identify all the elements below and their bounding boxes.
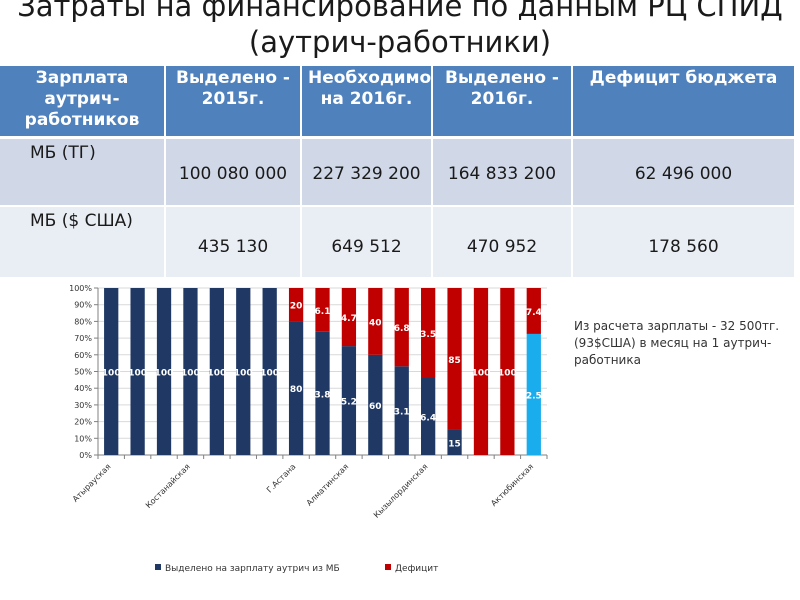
bar-deficit: [288, 288, 304, 322]
column-header: Выделено - 2016г.: [432, 66, 573, 139]
data-label-allocated: 15: [448, 439, 461, 449]
x-category-label: Костанайская: [144, 462, 192, 510]
x-category-label: Г.Астана: [265, 462, 298, 495]
x-category-label: Актюбинская: [489, 462, 535, 508]
title-line-1: Затраты на финансирование по данным РЦ С…: [17, 0, 783, 23]
data-label-allocated: 6.4: [420, 413, 436, 423]
bar-allocated: [341, 346, 357, 455]
table-header-row: Зарплата аутрич-работников Выделено - 20…: [0, 66, 796, 139]
bar-allocated: [288, 321, 304, 455]
data-label-allocated: 100: [128, 369, 147, 379]
table-cell: 62 496 000: [572, 137, 796, 207]
data-label-deficit: 20: [290, 302, 303, 312]
bar-allocated: [104, 288, 119, 455]
bar-allocated: [368, 354, 383, 455]
y-tick-label: 0%: [79, 451, 92, 460]
data-label-allocated: 100: [260, 369, 279, 379]
data-label-allocated: 100: [102, 369, 121, 379]
data-label-allocated: 100: [155, 369, 174, 379]
data-label-allocated: 100: [234, 369, 253, 379]
y-tick-label: 50%: [74, 368, 92, 377]
row-label: МБ (ТГ): [0, 137, 166, 207]
bar-allocated: [421, 377, 436, 455]
bar-allocated: [209, 288, 224, 455]
data-label-deficit: 85: [448, 356, 461, 366]
data-label-allocated: 3.1: [394, 408, 410, 418]
data-label-deficit: 6.1: [315, 307, 331, 317]
stacked-bar-chart: 0% 10% 20% 30% 40% 50% 60% 70% 80% 90% 100% 100 100 1…: [69, 284, 548, 574]
y-tick-label: 60%: [74, 351, 92, 360]
table-cell: 649 512: [301, 206, 433, 279]
legend-label-allocated: Выделено на зарплату аутрич из МБ: [165, 564, 340, 574]
data-label-deficit: 100: [498, 369, 517, 379]
data-label-deficit: 4.7: [341, 314, 357, 324]
legend-swatch-deficit: [385, 564, 391, 570]
data-label-allocated: 2.5: [526, 391, 542, 401]
bar-allocated: [156, 288, 172, 455]
legend-label-deficit: Дефицит: [395, 564, 438, 574]
x-category-label: Атырауская: [71, 462, 113, 504]
bar-deficit: [394, 288, 409, 367]
bar-allocated: [183, 288, 198, 455]
table-cell: 100 080 000: [165, 137, 302, 207]
bar-allocated: [394, 366, 409, 455]
data-label-deficit: 40: [369, 318, 382, 328]
column-header: Дефицит бюджета: [572, 66, 796, 139]
data-label-allocated: 100: [207, 369, 226, 379]
data-label-deficit: 7.4: [526, 308, 542, 318]
y-tick-label: 90%: [74, 301, 92, 310]
y-tick-label: 40%: [74, 384, 92, 393]
table-cell: 227 329 200: [301, 137, 433, 207]
bar-allocated: [315, 331, 330, 455]
page-title: Затраты на финансирование по данным РЦ С…: [0, 0, 800, 60]
bar-deficit: [315, 288, 330, 332]
data-label-deficit: 100: [472, 369, 491, 379]
x-category-label: Алматинская: [305, 462, 351, 508]
data-label-allocated: 100: [181, 369, 200, 379]
data-label-allocated: 60: [369, 402, 382, 412]
row-label: МБ ($ США): [0, 206, 166, 279]
bar-deficit: [447, 288, 462, 430]
table-cell: 178 560: [572, 206, 796, 279]
bar-deficit: [500, 288, 515, 455]
bar-allocated: [236, 288, 251, 455]
bar-deficit: [526, 288, 541, 334]
y-tick-label: 100%: [69, 284, 92, 293]
data-label-deficit: 6.8: [394, 324, 410, 334]
x-category-label: Кызылординская: [372, 462, 430, 520]
y-tick-label: 30%: [74, 401, 92, 410]
table-row: МБ ($ США) 435 130 649 512 470 952 178 5…: [0, 206, 796, 279]
budget-table: Зарплата аутрич-работников Выделено - 20…: [0, 66, 796, 279]
bar-deficit: [368, 288, 383, 355]
table-cell: 164 833 200: [432, 137, 573, 207]
y-tick-label: 10%: [74, 434, 92, 443]
bar-deficit: [421, 288, 436, 378]
data-label-deficit: 3.5: [420, 330, 436, 340]
y-tick-label: 80%: [74, 317, 92, 326]
table-row: МБ (ТГ) 100 080 000 227 329 200 164 833 …: [0, 137, 796, 207]
table-cell: 470 952: [432, 206, 573, 279]
legend-swatch-allocated: [155, 564, 161, 570]
column-header: Необходимо на 2016г.: [301, 66, 433, 139]
column-header: Зарплата аутрич-работников: [0, 66, 166, 139]
data-label-allocated: 5.2: [341, 398, 357, 408]
table-cell: 435 130: [165, 206, 302, 279]
bar-deficit: [341, 288, 357, 347]
bar-allocated: [447, 429, 462, 455]
salary-note: Из расчета зарплаты - 32 500тг. (93$США)…: [574, 319, 780, 367]
bar-allocated: [130, 288, 145, 455]
data-label-allocated: 3.8: [315, 390, 331, 400]
bar-allocated: [526, 333, 541, 455]
bar-deficit: [473, 288, 489, 455]
data-label-allocated: 80: [290, 385, 303, 395]
column-header: Выделено - 2015г.: [165, 66, 302, 139]
title-line-2: (аутрич-работники): [248, 25, 552, 59]
y-tick-label: 70%: [74, 334, 92, 343]
bar-allocated: [262, 288, 277, 455]
y-tick-label: 20%: [74, 418, 92, 427]
